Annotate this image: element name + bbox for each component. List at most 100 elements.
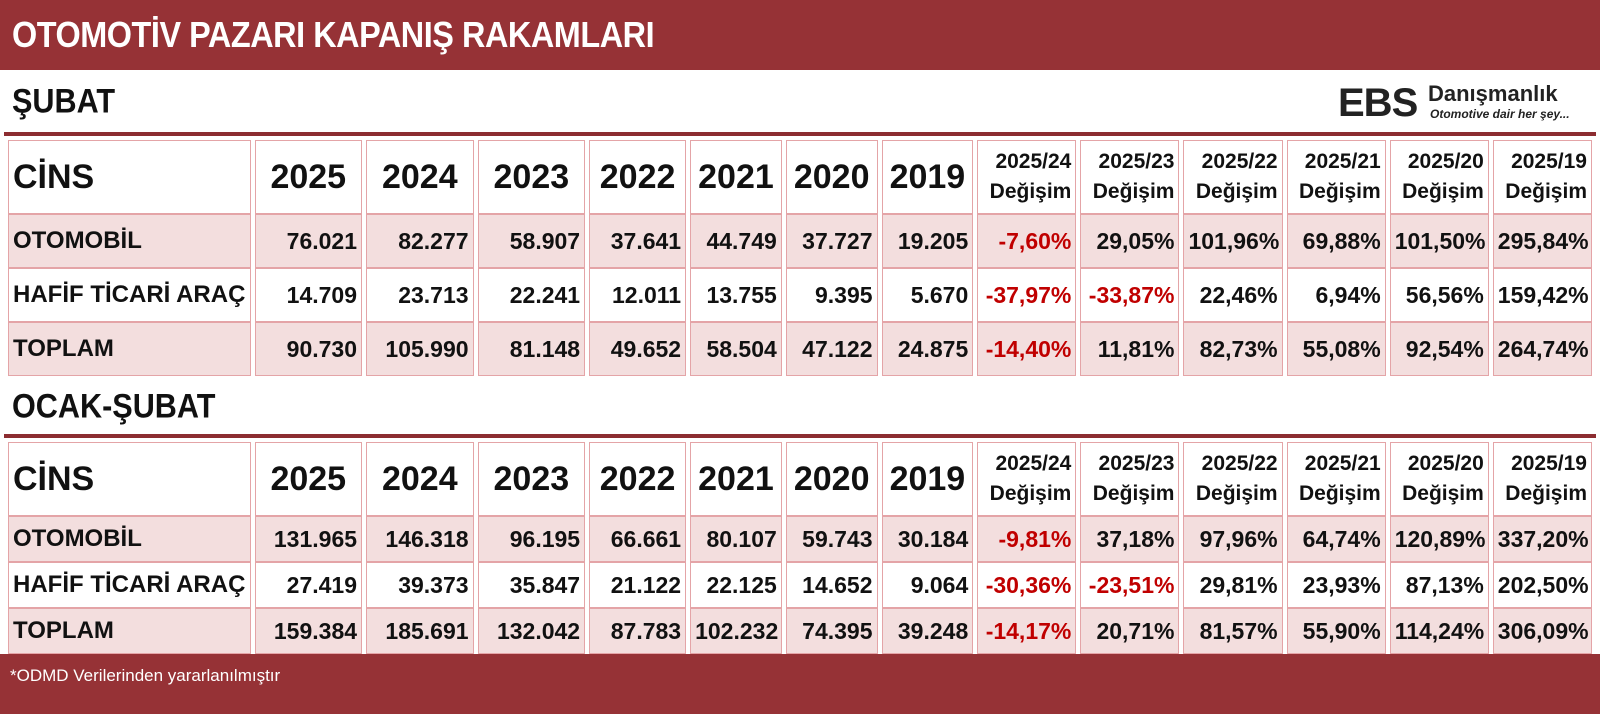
value-cell: 5.670 [881,268,974,322]
change-period: 2025/23 [1098,452,1175,475]
value-cell: 96.195 [477,516,586,562]
table-row: OTOMOBİL 76.021 82.277 58.907 37.641 44.749 37… [8,214,1592,268]
value-cell: 24.875 [881,322,974,376]
change-period: 2025/19 [1511,452,1587,475]
change-cell: -7,60% [977,214,1077,268]
logo-mark: EBS [1338,81,1418,125]
change-label: Değişim [1195,180,1278,203]
change-cell: 55,08% [1286,322,1386,376]
change-cell: 23,93% [1286,562,1386,608]
change-cell: 37,18% [1080,516,1180,562]
value-cell: 58.907 [477,214,586,268]
table-row: HAFİF TİCARİ ARAÇ 14.709 23.713 22.241 12.01… [8,268,1592,322]
change-cell: 295,84% [1492,214,1592,268]
column-header-year: 2020 [785,140,878,214]
value-cell: 37.727 [785,214,878,268]
change-period: 2025/24 [995,452,1072,475]
column-header-change: 2025/19 Değişim [1492,140,1592,214]
column-header-change: 2025/20 Değişim [1389,140,1489,214]
table-header-row: CİNS 2025 2024 2023 2022 2021 2020 2019 2025/24 D… [8,140,1592,214]
column-header-cins: CİNS [8,140,251,214]
change-period: 2025/22 [1201,150,1278,173]
logo-name: Danışmanlık [1428,81,1558,106]
change-period: 2025/23 [1098,150,1175,173]
column-header-year: 2022 [589,140,687,214]
column-header-year: 2022 [589,442,687,516]
value-cell: 58.504 [690,322,782,376]
change-cell: 202,50% [1492,562,1592,608]
section-title: ŞUBAT [12,82,116,121]
column-header-year: 2023 [477,140,586,214]
value-cell: 39.373 [366,562,474,608]
value-cell: 12.011 [589,268,687,322]
table-row: TOPLAM 90.730 105.990 81.148 49.652 58.504 47.… [8,322,1592,376]
change-period: 2025/21 [1304,150,1381,173]
column-header-change: 2025/23 Değişim [1080,442,1180,516]
change-label: Değişim [1402,180,1484,203]
change-label: Değişim [1092,180,1175,203]
change-label: Değişim [1092,482,1175,505]
change-period: 2025/24 [995,150,1072,173]
value-cell: 44.749 [690,214,782,268]
value-cell: 14.652 [785,562,878,608]
column-header-year: 2024 [366,140,474,214]
column-header-change: 2025/22 Değişim [1183,442,1283,516]
column-header-change: 2025/21 Değişim [1286,442,1386,516]
change-cell: 337,20% [1492,516,1592,562]
change-cell: 306,09% [1492,608,1592,654]
value-cell: 9.064 [881,562,974,608]
value-cell: 21.122 [589,562,687,608]
value-cell: 131.965 [254,516,363,562]
change-period: 2025/19 [1511,150,1587,173]
table-header-row: CİNS 2025 2024 2023 2022 2021 2020 2019 2025/24 D… [8,442,1592,516]
change-cell: 87,13% [1389,562,1489,608]
source-note: *ODMD Verilerinden yararlanılmıştır [10,666,281,685]
column-header-cins: CİNS [8,442,251,516]
row-name: OTOMOBİL [8,516,251,562]
change-period: 2025/20 [1407,150,1484,173]
change-cell: -9,81% [977,516,1077,562]
column-header-change: 2025/22 Değişim [1183,140,1283,214]
change-period: 2025/20 [1407,452,1484,475]
table-ocak-subat: CİNS 2025 2024 2023 2022 2021 2020 2019 2025/24 D… [4,442,1596,654]
column-header-change: 2025/23 Değişim [1080,140,1180,214]
value-cell: 82.277 [366,214,474,268]
value-cell: 159.384 [254,608,363,654]
column-header-change: 2025/19 Değişim [1492,442,1592,516]
column-header-year: 2025 [254,140,363,214]
value-cell: 185.691 [366,608,474,654]
change-cell: 22,46% [1183,268,1283,322]
change-cell: 64,74% [1286,516,1386,562]
column-header-year: 2025 [254,442,363,516]
change-cell: -37,97% [977,268,1077,322]
change-period: 2025/22 [1201,452,1278,475]
change-cell: 56,56% [1389,268,1489,322]
column-header-change: 2025/24 Değişim [977,442,1077,516]
value-cell: 14.709 [254,268,363,322]
footer-bar: *ODMD Verilerinden yararlanılmıştır [0,654,1600,714]
change-cell: 6,94% [1286,268,1386,322]
section-title: OCAK-ŞUBAT [12,387,216,426]
section-header-ocak-subat: OCAK-ŞUBAT [4,380,1596,438]
change-cell: 92,54% [1389,322,1489,376]
table-subat: CİNS 2025 2024 2023 2022 2021 2020 2019 2025/24 D… [4,140,1596,376]
value-cell: 66.661 [589,516,687,562]
change-label: Değişim [989,180,1072,203]
value-cell: 23.713 [366,268,474,322]
change-label: Değişim [1505,482,1587,505]
column-header-year: 2019 [881,140,974,214]
change-cell: 120,89% [1389,516,1489,562]
value-cell: 87.783 [589,608,687,654]
value-cell: 22.125 [690,562,782,608]
value-cell: 13.755 [690,268,782,322]
value-cell: 22.241 [477,268,586,322]
value-cell: 105.990 [366,322,474,376]
value-cell: 37.641 [589,214,687,268]
change-cell: 114,24% [1389,608,1489,654]
row-name: TOPLAM [8,608,251,654]
page-title: OTOMOTİV PAZARI KAPANIŞ RAKAMLARI [12,14,655,55]
section-header-subat: ŞUBAT EBS Danışmanlık Otomotive dair her… [4,72,1596,136]
change-label: Değişim [1298,482,1381,505]
change-period: 2025/21 [1304,452,1381,475]
